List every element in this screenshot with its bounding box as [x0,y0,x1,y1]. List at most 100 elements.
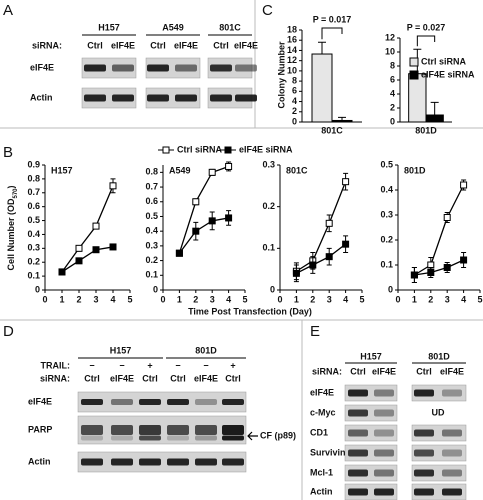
y-tick-label: 6 [292,86,297,96]
row-header: siRNA: [312,366,342,376]
blot-band [442,449,462,457]
y-tick-label: 0.2 [380,234,393,244]
blot-band [210,94,232,102]
blot-band [442,469,462,477]
row-label: Survivin [310,447,346,457]
error-bar [318,41,326,55]
x-tick-label: 1 [59,294,64,304]
panel-letter: A [3,2,13,19]
y-tick-label: 0.5 [27,215,40,225]
blot-background [344,384,398,402]
blot-band [147,94,169,102]
y-tick-label: 0.6 [145,196,158,206]
panel-letter: B [3,144,13,161]
row-label: Actin [30,92,53,102]
row-label: Actin [28,456,51,466]
category-label: 801C [321,125,343,135]
x-tick-label: 5 [477,294,482,304]
group-label: 801D [195,345,217,355]
y-tick-label: 12 [287,55,297,65]
blot-background [145,57,201,79]
marker [208,217,216,225]
undetected-label: UD [432,407,445,417]
blot-band [222,435,244,441]
marker [208,168,216,176]
blot-band [442,429,462,437]
axis [162,165,245,291]
y-tick-label: 0 [270,284,275,294]
x-tick-label: 4 [226,294,231,304]
chart-title: A549 [169,165,191,175]
y-tick-label: 0.9 [27,159,40,169]
x-tick-label: 2 [76,294,81,304]
blot-background [411,384,467,402]
blot-background [344,424,398,442]
blot-band [374,409,394,417]
row-header: siRNA: [32,40,62,50]
y-tick-label: 0.2 [27,257,40,267]
x-tick-label: 3 [445,294,450,304]
y-tick-label: 10 [385,46,395,56]
lane-label: eIF4E [234,40,258,50]
marker [443,214,451,221]
row-header: siRNA: [40,373,70,383]
legend-swatch [162,146,170,154]
blot-background [411,483,467,500]
y-tick-label: 0 [292,116,297,126]
blot-background [81,87,137,109]
blot-band [195,435,217,441]
blot-band [414,429,434,437]
blot-band [175,64,197,72]
x-tick-label: 3 [327,294,332,304]
blot-background [77,415,247,445]
x-tick-label: 2 [310,294,315,304]
blot-background [344,483,398,500]
y-tick-label: 0.3 [27,243,40,253]
blot-band [374,449,394,457]
y-tick-label: 0 [35,284,40,294]
series-line [61,246,114,273]
y-label-sub: 570 [13,188,19,199]
blot-band [414,469,434,477]
marker [109,243,117,251]
marker [342,178,350,186]
y-tick-label: 2 [292,106,297,116]
x-tick-label: 0 [160,294,165,304]
blot-band [81,435,103,441]
group-label: 801D [428,351,450,361]
chart-title: 801D [404,165,426,175]
blot-band [235,94,257,102]
axis [397,165,480,291]
y-tick-label: 0.2 [145,255,158,265]
y-tick-label: 0 [388,284,393,294]
y-tick-label: 0 [390,116,395,126]
y-tick-label: 0.2 [262,201,275,211]
lane-label: Ctrl [416,366,432,376]
row-label: PARP [28,424,52,434]
y-tick-label: 8 [292,75,297,85]
blot-band [374,429,394,437]
y-tick-label: 0.8 [27,173,40,183]
y-tick-label: 0.3 [145,240,158,250]
marker [192,198,200,206]
blot-band [167,399,189,405]
y-tick-label: 0.1 [27,270,40,280]
blot-band [111,399,133,405]
lane-label: Ctrl [84,373,100,383]
series-line [178,217,229,254]
row-header: TRAIL: [41,360,71,370]
blot-background [411,464,467,482]
x-tick-label: 0 [277,294,282,304]
blot-band [348,429,368,437]
blot-background [344,404,398,422]
marker [410,271,418,279]
y-tick-label: 0.7 [27,187,40,197]
blot-band [235,64,257,72]
x-tick-label: 1 [177,294,182,304]
y-tick-label: 10 [287,65,297,75]
y-label-part: ) [6,185,16,188]
blot-band [167,425,189,435]
blot-background [411,424,467,442]
blot-band [414,449,434,457]
